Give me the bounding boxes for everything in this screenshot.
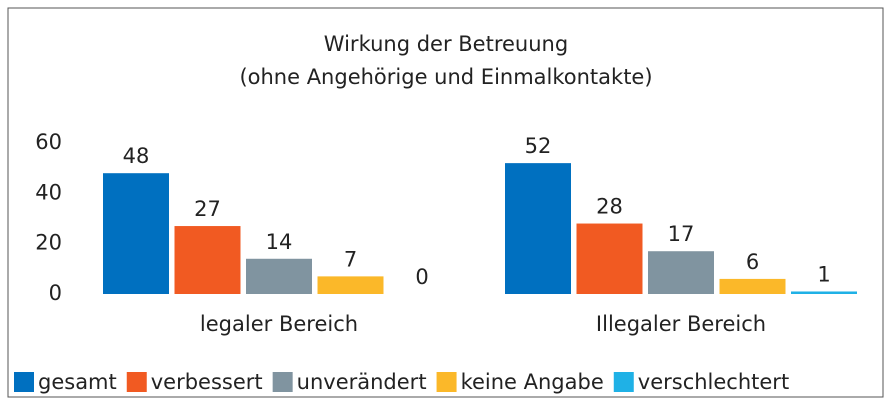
data-label: 0 [415,265,428,289]
bar [103,173,169,294]
bar [246,258,312,294]
x-tick-label: legaler Bereich [200,312,358,336]
legend-swatch [272,372,293,392]
data-label: 17 [668,222,695,246]
y-tick-label: 0 [49,281,62,305]
data-label: 48 [123,144,150,168]
x-tick-label: Illegaler Bereich [596,312,766,336]
y-tick-label: 40 [35,180,62,204]
data-label: 28 [596,195,623,219]
y-tick-label: 60 [35,130,62,154]
bar [791,291,857,294]
legend-label: verbessert [151,370,263,394]
legend-label: unverändert [297,370,427,394]
bar [317,276,384,294]
data-label: 7 [344,247,357,271]
data-label: 1 [817,262,830,286]
legend-swatch [613,372,634,392]
data-label: 27 [194,197,221,221]
bar [576,223,643,294]
legend-label: keine Angabe [461,370,604,394]
bar [505,163,571,294]
legend-label: verschlechtert [638,370,789,394]
bar [648,251,714,294]
chart-subtitle: (ohne Angehörige und Einmalkontakte) [239,65,652,89]
y-tick-label: 20 [35,231,62,255]
legend-swatch [14,372,34,392]
legend-swatch [436,372,457,392]
legend-label: gesamt [38,370,117,394]
legend-swatch [126,372,147,392]
data-label: 52 [525,134,552,158]
bar [174,226,241,294]
data-label: 6 [746,250,759,274]
chart-title: Wirkung der Betreuung [324,32,568,56]
bar [719,278,786,294]
chart-border [7,7,884,398]
data-label: 14 [266,230,293,254]
